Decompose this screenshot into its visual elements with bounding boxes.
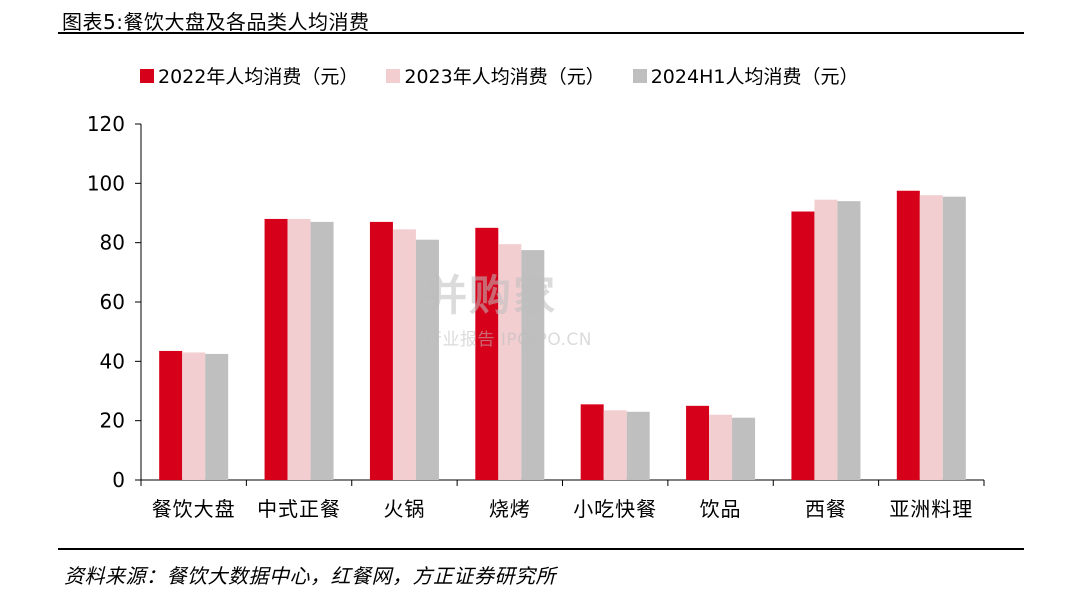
bar xyxy=(369,221,393,480)
bar xyxy=(264,218,288,480)
bar xyxy=(159,350,183,480)
bar xyxy=(942,196,966,480)
legend-item-2023: 2023年人均消费（元） xyxy=(386,62,605,89)
bar xyxy=(709,414,733,480)
bar xyxy=(919,195,943,480)
bar xyxy=(603,410,627,480)
x-category-label: 餐饮大盘 xyxy=(152,497,236,521)
x-category-label: 西餐 xyxy=(805,497,847,521)
chart-legend: 2022年人均消费（元） 2023年人均消费（元） 2024H1人均消费（元） xyxy=(140,62,886,89)
legend-label-2023: 2023年人均消费（元） xyxy=(404,66,605,88)
bar xyxy=(686,405,710,480)
legend-swatch-2022 xyxy=(140,68,154,83)
x-category-label: 饮品 xyxy=(700,497,742,521)
bar-chart: 0 20 40 60 80 100 120 餐饮大盘 中式正餐 火锅 烧烤 小吃快餐 饮品 西餐 亚洲料理 xyxy=(87,112,985,521)
bar xyxy=(837,201,861,480)
figure-title: 图表5:餐饮大盘及各品类人均消费 xyxy=(62,10,370,34)
bar xyxy=(475,227,499,480)
bottom-rule xyxy=(58,548,1024,550)
bar xyxy=(791,211,815,480)
bar xyxy=(205,353,229,480)
y-tick-label: 120 xyxy=(87,112,125,136)
x-category-label: 火锅 xyxy=(383,497,425,521)
legend-item-2024h1: 2024H1人均消费（元） xyxy=(632,62,859,89)
bar xyxy=(415,239,439,480)
legend-label-2024h1: 2024H1人均消费（元） xyxy=(650,66,859,88)
legend-swatch-2024h1 xyxy=(632,68,647,83)
bar xyxy=(896,190,920,480)
y-tick-label: 100 xyxy=(87,171,125,195)
bar xyxy=(521,250,545,480)
top-rule xyxy=(58,32,1024,34)
y-tick-label: 0 xyxy=(112,468,125,492)
y-tick-label: 60 xyxy=(100,290,125,314)
bar xyxy=(498,244,522,480)
y-tick-label: 20 xyxy=(100,409,125,433)
x-category-label: 烧烤 xyxy=(489,497,531,521)
legend-label-2022: 2022年人均消费（元） xyxy=(158,66,359,88)
x-category-label: 亚洲料理 xyxy=(889,497,973,521)
x-category-label: 中式正餐 xyxy=(257,497,341,521)
bar xyxy=(814,199,838,480)
bar xyxy=(392,229,416,480)
bar xyxy=(626,411,650,480)
bar xyxy=(580,404,604,480)
x-category-label: 小吃快餐 xyxy=(573,497,657,521)
bar xyxy=(182,352,206,480)
bar xyxy=(287,218,311,480)
y-tick-label: 80 xyxy=(100,231,125,255)
y-tick-label: 40 xyxy=(100,349,125,373)
bar xyxy=(310,221,334,480)
source-note: 资料来源：餐饮大数据中心，红餐网，方正证券研究所 xyxy=(64,564,556,588)
legend-swatch-2023 xyxy=(386,68,401,83)
bar xyxy=(732,417,756,480)
legend-item-2022: 2022年人均消费（元） xyxy=(140,62,358,89)
